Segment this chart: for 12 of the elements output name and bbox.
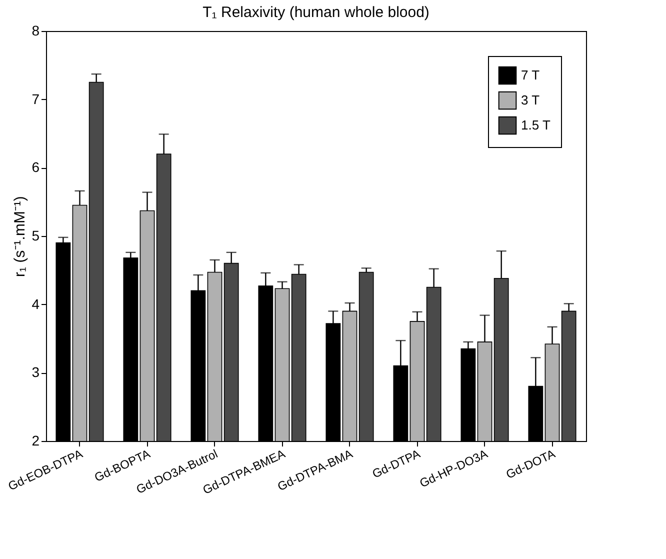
- legend-label: 1.5 T: [521, 118, 550, 132]
- legend-label: 3 T: [521, 92, 540, 108]
- y-tick-label: 6: [32, 159, 40, 176]
- y-axis-title: r₁ (s⁻¹.mM⁻¹): [12, 196, 29, 277]
- y-tick-label: 8: [32, 22, 40, 38]
- y-tick-label: 3: [32, 364, 40, 380]
- legend-label: 7 T: [521, 68, 540, 82]
- y-tick-label: 5: [32, 228, 40, 244]
- chart-title: T₁ Relaxivity (human whole blood): [202, 4, 430, 21]
- y-tick-label: 4: [32, 296, 40, 312]
- y-tick-label: 2: [32, 432, 40, 448]
- y-tick-label: 7: [32, 90, 40, 107]
